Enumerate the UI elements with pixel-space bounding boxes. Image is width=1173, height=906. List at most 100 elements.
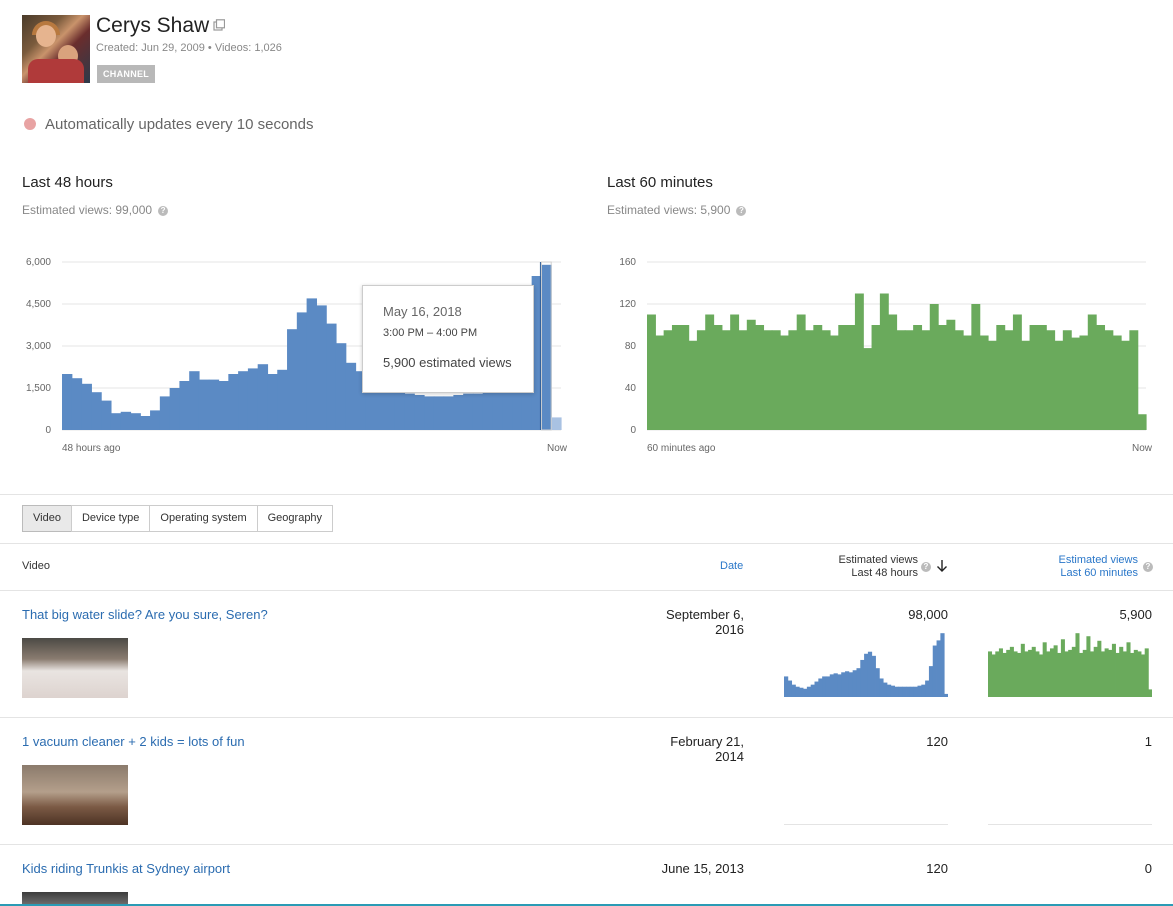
chart-bar[interactable] <box>179 381 190 430</box>
chart-bar[interactable] <box>805 330 814 430</box>
video-thumbnail[interactable] <box>22 765 128 825</box>
chart-bar[interactable] <box>463 393 474 430</box>
chart-bar[interactable] <box>482 392 494 430</box>
chart-bar[interactable] <box>1004 330 1014 430</box>
chart-bar[interactable] <box>101 400 112 430</box>
chart-bar[interactable] <box>1129 330 1139 430</box>
chart-bar[interactable] <box>1137 414 1147 430</box>
chart-bar[interactable] <box>375 382 386 430</box>
chart-bar[interactable] <box>198 379 210 430</box>
chart-bar[interactable] <box>169 388 181 430</box>
chart-bar[interactable] <box>120 411 132 430</box>
chart-bar[interactable] <box>62 374 73 430</box>
chart-bar[interactable] <box>854 293 864 431</box>
tab-device-type[interactable]: Device type <box>70 505 151 532</box>
chart-bar[interactable] <box>453 395 464 430</box>
chart-bar[interactable] <box>696 330 706 430</box>
channel-name[interactable]: Cerys Shaw <box>96 14 210 37</box>
chart-bar[interactable] <box>1104 330 1114 430</box>
chart-bar[interactable] <box>913 325 923 430</box>
chart-last-60-minutes[interactable]: 0 40 80 120 160 60 minutes ago Now <box>590 245 1173 460</box>
video-title-link[interactable]: Kids riding Trunkis at Sydney airport <box>22 861 231 876</box>
chart-bar[interactable] <box>796 314 806 431</box>
video-title-link[interactable]: That big water slide? Are you sure, Sere… <box>22 607 268 622</box>
chart-bar[interactable] <box>938 325 947 430</box>
chart-bar[interactable] <box>492 390 503 430</box>
chart-bar[interactable] <box>738 330 748 430</box>
chart-bar[interactable] <box>1087 314 1097 431</box>
chart-bar[interactable] <box>296 312 308 430</box>
chart-bar[interactable] <box>267 374 278 430</box>
chart-bar[interactable] <box>987 340 997 430</box>
chart-bar[interactable] <box>971 304 981 430</box>
chart-bar[interactable] <box>287 329 298 430</box>
chart-bar[interactable] <box>1071 337 1081 430</box>
chart-bar[interactable] <box>763 330 773 430</box>
sort-down-arrow-icon[interactable] <box>936 559 948 573</box>
chart-bar[interactable] <box>1029 325 1039 430</box>
chart-bar[interactable] <box>888 314 898 431</box>
col-header-est48[interactable]: Estimated views Last 48 hours <box>790 554 918 580</box>
chart-bar[interactable] <box>705 314 715 431</box>
chart-bar[interactable] <box>788 330 798 430</box>
chart-bar[interactable] <box>838 325 848 430</box>
chart-bar[interactable] <box>110 413 122 430</box>
chart-bar[interactable] <box>228 374 239 430</box>
chart-bar[interactable] <box>335 343 347 430</box>
chart-bar[interactable] <box>863 348 873 430</box>
chart-last-48-hours[interactable]: 0 1,500 3,000 4,500 6,000 48 hours ago Now <box>0 245 590 460</box>
chart-bar[interactable] <box>316 305 327 430</box>
chart-bar[interactable] <box>746 319 756 430</box>
chart-bar[interactable] <box>655 335 665 431</box>
chart-bar[interactable] <box>680 325 690 430</box>
chart-bar[interactable] <box>671 325 681 430</box>
help-icon[interactable]: ? <box>921 562 931 572</box>
chart-bar[interactable] <box>502 388 513 430</box>
channel-avatar[interactable] <box>22 15 90 83</box>
chart-bar[interactable] <box>713 325 723 430</box>
chart-bar[interactable] <box>365 376 376 430</box>
chart-bar[interactable] <box>1112 335 1122 431</box>
chart-bar[interactable] <box>946 319 956 430</box>
chart-bar[interactable] <box>247 368 259 430</box>
chart-bar[interactable] <box>150 410 161 430</box>
chart-bar[interactable] <box>345 362 357 430</box>
chart-bar[interactable] <box>1012 314 1022 431</box>
video-title-link[interactable]: 1 vacuum cleaner + 2 kids = lots of fun <box>22 734 245 749</box>
chart-bar[interactable] <box>1037 325 1047 430</box>
chart-bar[interactable] <box>414 395 425 430</box>
chart-bar[interactable] <box>541 264 552 430</box>
chart-bar[interactable] <box>326 323 337 430</box>
chart-bar[interactable] <box>424 396 435 430</box>
chart-bar[interactable] <box>238 371 249 430</box>
chart-bar[interactable] <box>1079 335 1089 431</box>
chart-bar[interactable] <box>355 371 366 430</box>
chart-bar[interactable] <box>551 417 562 430</box>
external-link-icon[interactable] <box>213 19 225 31</box>
chart-bar[interactable] <box>257 364 269 430</box>
help-icon[interactable]: ? <box>1143 562 1153 572</box>
chart-bar[interactable] <box>879 293 889 431</box>
chart-bar[interactable] <box>394 392 406 430</box>
chart-bar[interactable] <box>1021 340 1031 430</box>
chart-bar[interactable] <box>81 383 92 430</box>
chart-bar[interactable] <box>829 335 839 431</box>
chart-bar[interactable] <box>721 330 731 430</box>
chart-bar[interactable] <box>159 396 171 430</box>
chart-bar[interactable] <box>218 381 229 430</box>
chart-bar[interactable] <box>71 378 83 430</box>
chart-bar[interactable] <box>512 385 523 430</box>
chart-bar[interactable] <box>208 379 220 430</box>
chart-bar[interactable] <box>688 340 698 430</box>
chart-bar[interactable] <box>730 314 740 431</box>
chart-bar[interactable] <box>1054 340 1064 430</box>
chart-bar[interactable] <box>433 396 445 430</box>
chart-bar[interactable] <box>979 335 989 431</box>
chart-bar[interactable] <box>1062 330 1072 430</box>
chart-bar[interactable] <box>1046 330 1056 430</box>
chart-bar[interactable] <box>647 314 656 431</box>
chart-bar[interactable] <box>306 298 317 430</box>
chart-bar[interactable] <box>771 330 781 430</box>
chart-bar[interactable] <box>871 325 881 430</box>
chart-bar[interactable] <box>663 330 673 430</box>
